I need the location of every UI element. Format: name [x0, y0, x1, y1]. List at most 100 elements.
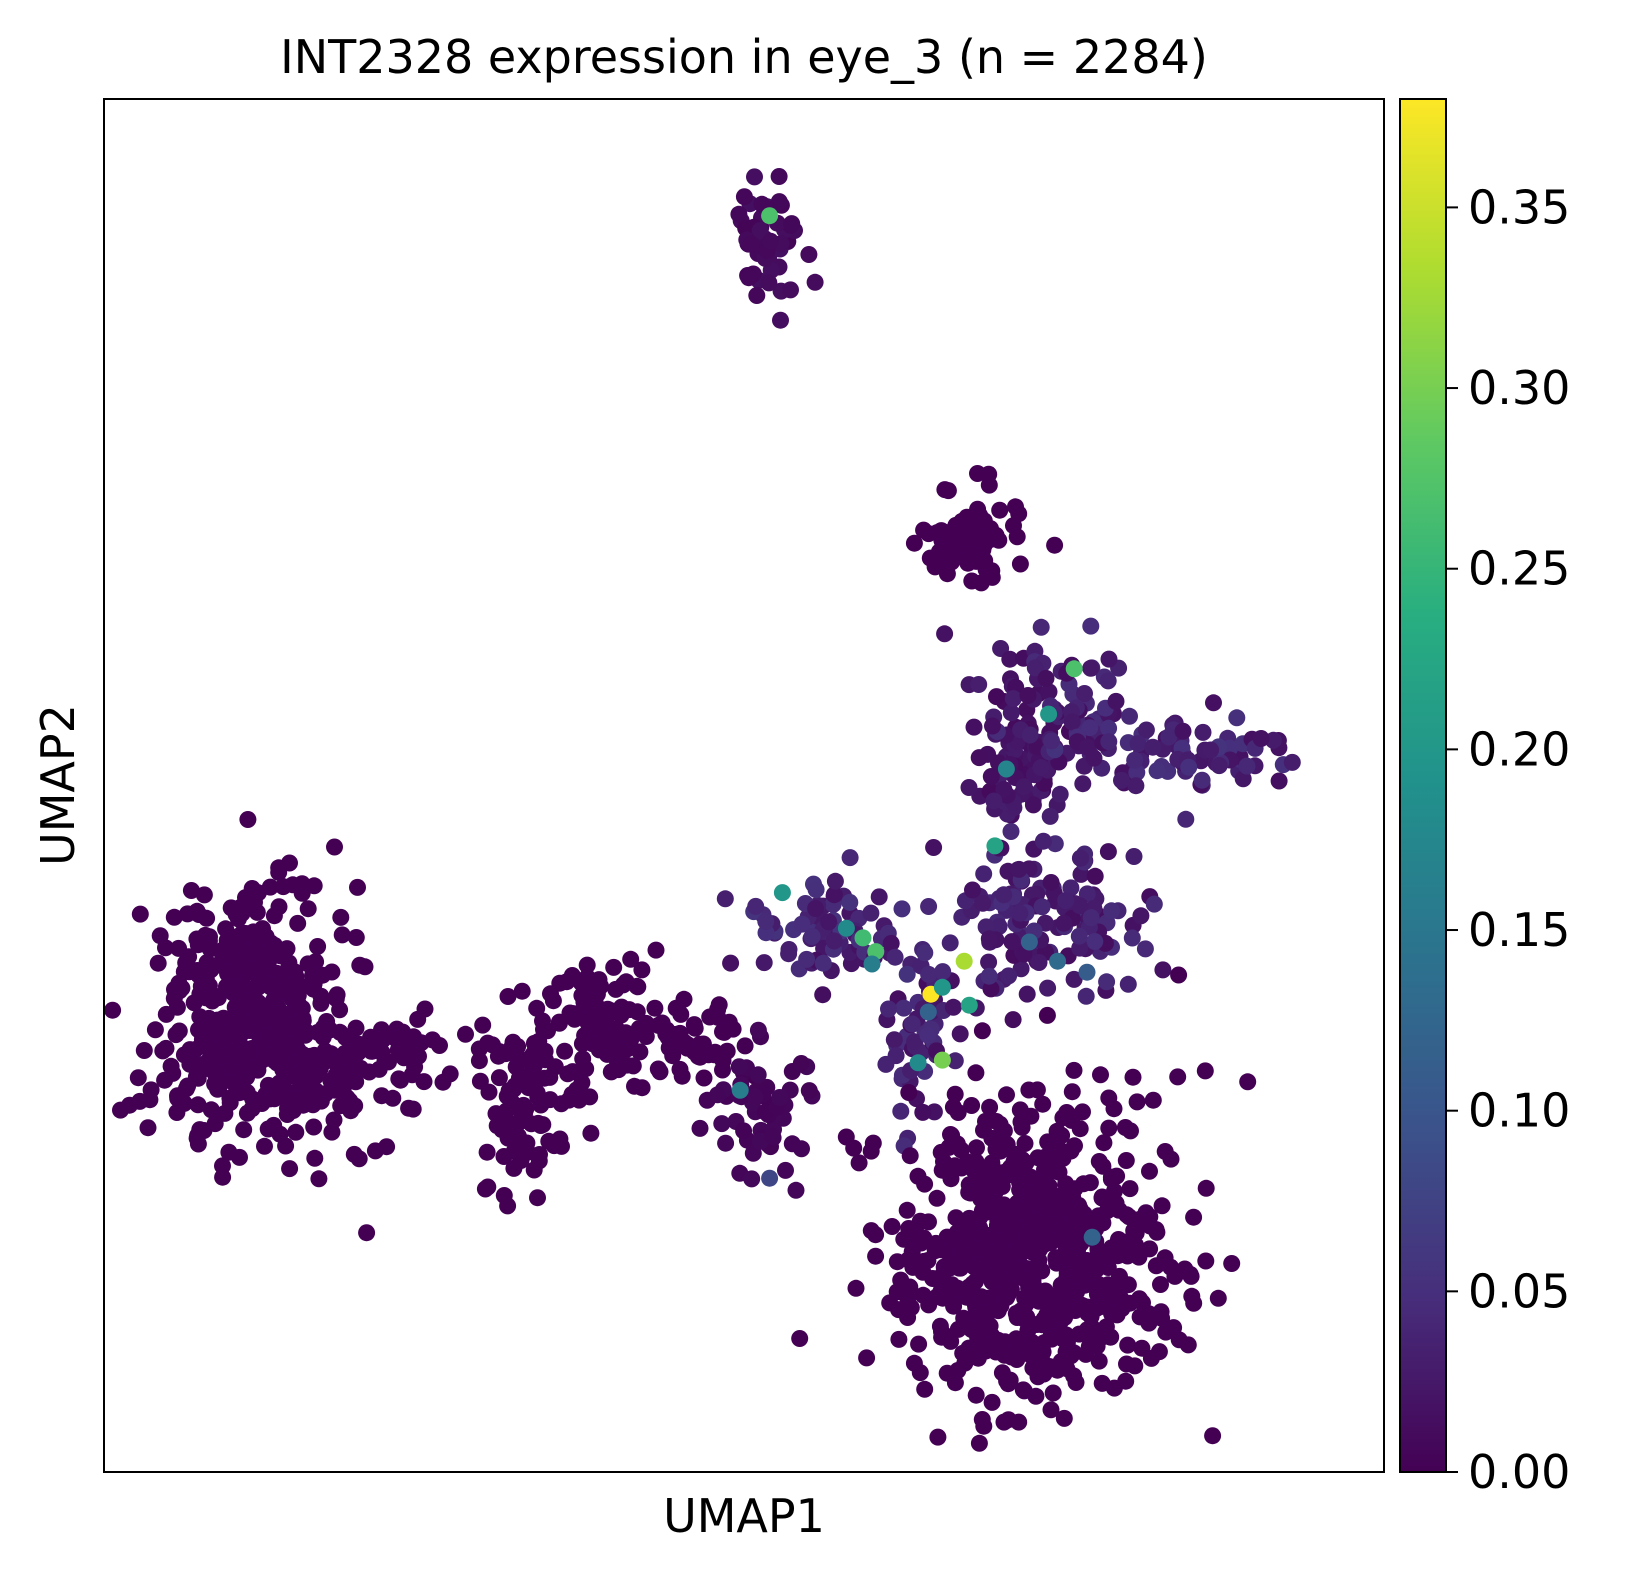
scatter-point: [525, 1034, 543, 1052]
scatter-point: [331, 1081, 349, 1098]
chart-title: INT2328 expression in eye_3 (n = 2284): [280, 30, 1208, 84]
scatter-point: [1054, 1294, 1072, 1312]
scatter-point: [1070, 1325, 1088, 1343]
scatter-point: [1103, 902, 1120, 920]
scatter-point: [988, 688, 1005, 706]
scatter-point: [970, 676, 988, 693]
scatter-point: [474, 1016, 492, 1034]
scatter-point: [239, 994, 256, 1012]
scatter-point: [1038, 1006, 1056, 1024]
scatter-point: [416, 1000, 434, 1018]
scatter-point: [1063, 1083, 1081, 1101]
scatter-point: [975, 1121, 992, 1139]
scatter-point: [519, 1052, 537, 1070]
scatter-point: [919, 1026, 937, 1044]
scatter-point: [751, 222, 769, 239]
scatter-point: [717, 1134, 735, 1152]
scatter-point: [250, 1011, 268, 1029]
scatter-point: [975, 1417, 993, 1435]
scatter-point: [1040, 1200, 1058, 1218]
scatter-point: [770, 193, 788, 211]
scatter-point: [867, 1226, 885, 1244]
scatter-point: [1144, 1091, 1162, 1109]
scatter-point: [793, 1140, 810, 1158]
scatter-point: [287, 1123, 305, 1141]
scatter-point: [763, 1128, 781, 1145]
scatter-point: [743, 1170, 761, 1188]
scatter-point: [1077, 987, 1095, 1005]
scatter-point: [1169, 1068, 1187, 1086]
scatter-point: [1055, 914, 1073, 932]
scatter-point: [1051, 785, 1069, 803]
scatter-point: [528, 999, 546, 1017]
scatter-point: [1063, 713, 1081, 731]
scatter-point: [956, 1354, 974, 1372]
scatter-point: [305, 1118, 323, 1136]
scatter-point: [1100, 733, 1118, 751]
scatter-point: [845, 1139, 863, 1157]
scatter-point: [1002, 1281, 1020, 1298]
scatter-point: [1044, 1384, 1062, 1402]
scatter-point: [880, 1000, 897, 1018]
scatter-point: [1017, 1296, 1035, 1313]
scatter-point: [1148, 762, 1166, 780]
scatter-point: [189, 1096, 207, 1114]
scatter-point: [965, 718, 983, 736]
scatter-point: [1205, 694, 1222, 712]
scatter-point: [1131, 1308, 1149, 1326]
scatter-point: [529, 1088, 547, 1106]
colorbar-tick-label: 0.10: [1468, 1084, 1570, 1138]
scatter-point: [955, 952, 973, 970]
scatter-point: [1142, 1349, 1160, 1367]
scatter-point: [1157, 1323, 1175, 1341]
scatter-point: [647, 941, 665, 959]
scatter-point: [755, 954, 773, 972]
scatter-point: [793, 915, 811, 933]
scatter-point: [1009, 1167, 1027, 1185]
scatter-point: [1032, 1175, 1050, 1193]
scatter-point: [495, 1148, 513, 1165]
scatter-point: [1032, 759, 1050, 777]
scatter-point: [563, 967, 581, 984]
scatter-point: [1022, 1107, 1040, 1125]
scatter-point: [1100, 1119, 1118, 1137]
scatter-point: [749, 1066, 767, 1084]
scatter-point: [239, 811, 257, 828]
scatter-point: [314, 966, 332, 984]
colorbar-tick-label: 0.20: [1468, 722, 1570, 776]
scatter-point: [1116, 1119, 1134, 1136]
scatter-point: [983, 1393, 1001, 1411]
scatter-point: [783, 215, 801, 233]
scatter-point: [248, 903, 266, 921]
scatter-point: [592, 977, 610, 995]
scatter-point: [901, 1147, 919, 1165]
scatter-point: [742, 235, 760, 253]
scatter-point: [189, 1069, 207, 1087]
scatter-point: [981, 1098, 999, 1116]
scatter-point: [131, 905, 149, 923]
scatter-point: [973, 1022, 991, 1040]
scatter-point: [325, 1111, 343, 1129]
scatter-point: [1071, 897, 1089, 915]
scatter-point: [1210, 757, 1228, 775]
scatter-point: [800, 246, 818, 263]
scatter-point: [953, 1159, 970, 1177]
scatter-point: [1002, 704, 1020, 722]
scatter-point: [350, 1150, 368, 1168]
scatter-point: [1099, 843, 1117, 861]
scatter-point: [757, 912, 775, 930]
scatter-point: [499, 1197, 517, 1215]
scatter-point: [1204, 1427, 1222, 1445]
scatter-point: [730, 205, 748, 223]
scatter-point: [198, 909, 216, 927]
scatter-point: [231, 1148, 248, 1166]
scatter-point: [929, 1428, 947, 1446]
scatter-point: [1057, 892, 1075, 909]
scatter-point: [578, 956, 596, 974]
scatter-point: [898, 1201, 916, 1219]
scatter-point: [1041, 807, 1059, 825]
scatter-point: [579, 1014, 597, 1032]
colorbar-tick-label: 0.30: [1468, 361, 1570, 415]
scatter-point: [938, 565, 956, 583]
scatter-point: [207, 1066, 225, 1084]
